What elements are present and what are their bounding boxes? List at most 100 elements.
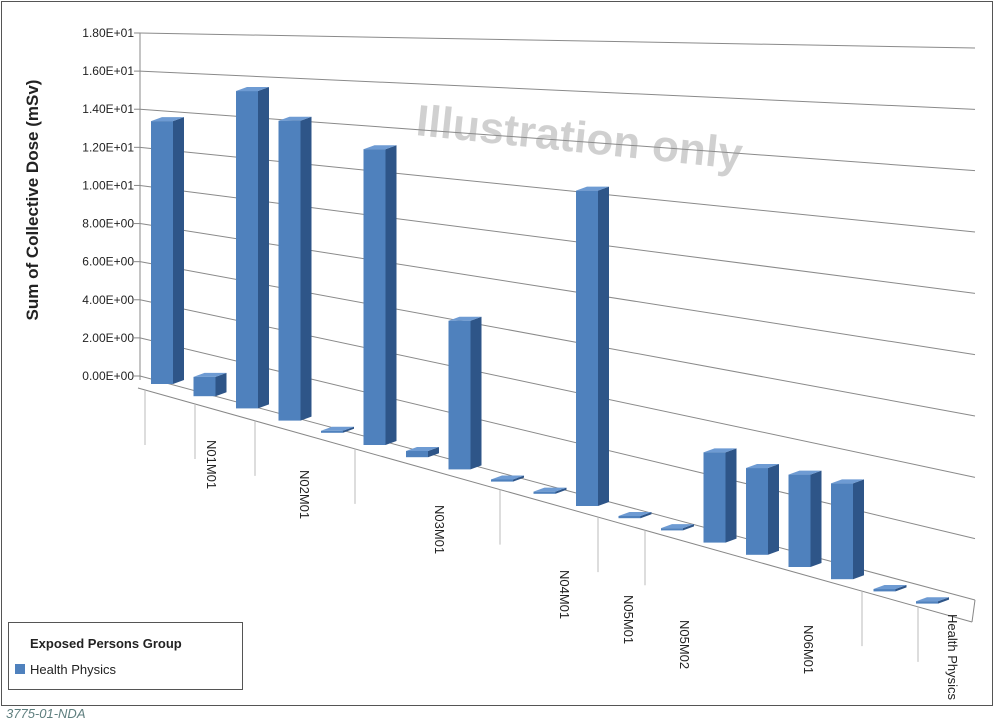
bar-side (768, 464, 779, 555)
y-tick-label: 1.80E+01 (82, 26, 134, 40)
bar-side (343, 426, 354, 433)
bar-group (916, 597, 949, 604)
bar-top (703, 448, 737, 453)
bar (406, 450, 428, 458)
legend: Exposed Persons Group Health Physics (8, 622, 243, 690)
bar-top (321, 426, 354, 431)
bar-side (725, 448, 737, 543)
bar-top (788, 470, 822, 475)
bar (873, 589, 896, 592)
bar-group (788, 470, 822, 567)
bar-group (873, 585, 907, 592)
bar (831, 483, 853, 580)
x-tick-label: N01M01 (204, 440, 219, 489)
bar-top (363, 145, 397, 150)
y-tick-label: 1.40E+01 (82, 102, 134, 116)
x-tick-label: N05M01 (621, 595, 636, 644)
bar-side (555, 487, 567, 494)
bar-side (215, 372, 227, 397)
bar-group (406, 446, 439, 458)
bar-group (278, 116, 312, 421)
bar-side (173, 117, 184, 385)
bar-side (810, 470, 822, 567)
bar-group (618, 511, 652, 519)
floor-edge (137, 387, 973, 623)
bar-group (363, 145, 397, 445)
bar-top (746, 464, 779, 469)
grid-line (139, 108, 976, 172)
bar-group (193, 372, 227, 397)
bar-group (703, 448, 737, 543)
bar-top (873, 585, 907, 590)
footer: 3775-01-NDA (6, 706, 86, 721)
bar-side (853, 479, 864, 580)
bar (491, 479, 513, 482)
bar (788, 474, 811, 567)
x-tick-label: Health Physics (945, 614, 960, 700)
bar-side (385, 145, 397, 445)
y-tick-label: 0.00E+00 (82, 369, 134, 383)
bar-top (576, 186, 609, 191)
x-tick-label: N05M02 (677, 620, 692, 669)
bar-group (661, 524, 694, 531)
bar (321, 430, 343, 433)
legend-title: Exposed Persons Group (30, 636, 182, 651)
bar-side (258, 87, 269, 409)
bar (703, 452, 726, 543)
y-tick-label: 1.60E+01 (82, 64, 134, 78)
y-tick-label: 6.00E+00 (82, 255, 134, 269)
bar-group (576, 186, 609, 506)
bar-group (746, 464, 779, 555)
bar-top (831, 479, 864, 484)
bar-group (236, 87, 269, 409)
bar-side (470, 316, 482, 470)
bar-top (491, 475, 524, 480)
y-axis-label: Sum of Collective Dose (mSv) (23, 80, 42, 321)
x-tick-label: N03M01 (432, 505, 447, 554)
legend-swatch (15, 664, 25, 674)
bar-top (661, 524, 694, 529)
bar-side (300, 116, 312, 421)
bar-top (406, 446, 439, 451)
bar-side (683, 524, 694, 531)
bar-side (513, 475, 524, 482)
bar-top (618, 511, 652, 516)
y-tick-label: 2.00E+00 (82, 331, 134, 345)
bar-group (321, 426, 354, 433)
floor-right (971, 599, 976, 623)
bar (618, 515, 641, 519)
x-tick-label: N06M01 (801, 625, 816, 674)
bar-top (448, 316, 482, 321)
bar (576, 190, 598, 506)
bar-side (598, 186, 609, 506)
bar (916, 601, 938, 604)
bar (236, 91, 258, 409)
bar (151, 121, 173, 385)
bar-side (640, 511, 652, 519)
bar (193, 376, 216, 397)
bar-top (151, 117, 184, 122)
bar-top (533, 487, 567, 492)
legend-box (8, 622, 243, 690)
bar (533, 491, 556, 494)
y-tick-label: 8.00E+00 (82, 217, 134, 231)
bar-side (428, 446, 439, 458)
bar-group (151, 117, 184, 385)
bar-group (491, 475, 524, 482)
bar (278, 120, 301, 421)
bar (448, 320, 471, 470)
legend-label: Health Physics (30, 662, 116, 677)
grid-line (139, 70, 976, 110)
x-tick-label: N04M01 (557, 570, 572, 619)
bar-top (193, 372, 227, 377)
bar (746, 468, 768, 555)
bar (363, 149, 386, 445)
bar-side (895, 585, 907, 592)
bar-group (533, 487, 567, 494)
bar (661, 528, 683, 531)
bar-top (236, 87, 269, 92)
grid-line (139, 32, 976, 49)
bar-top (916, 597, 949, 602)
bar-group (448, 316, 482, 470)
